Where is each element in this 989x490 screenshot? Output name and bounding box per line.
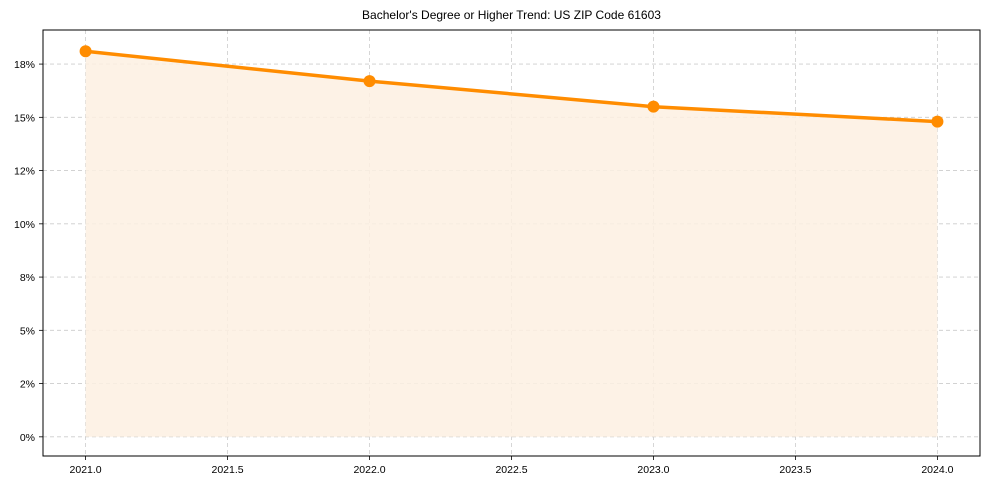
data-points [79, 45, 944, 128]
y-tick-label: 2% [20, 379, 35, 391]
x-tick-label: 2022.5 [495, 464, 527, 476]
y-tick-label: 0% [20, 432, 35, 444]
x-tick-label: 2023.0 [637, 464, 669, 476]
x-axis-ticks: 2021.0 2021.5 2022.0 2022.5 2023.0 2023.5 2024… [70, 456, 954, 476]
data-point-marker [931, 115, 944, 128]
x-tick-label: 2023.5 [779, 464, 811, 476]
x-tick-label: 2021.5 [211, 464, 243, 476]
x-tick-label: 2021.0 [70, 464, 102, 476]
y-axis-ticks: 0% 2% 5% 8% 10% 12% 15% 18% [14, 59, 43, 444]
area-fill [85, 51, 938, 437]
y-tick-label: 10% [14, 219, 35, 231]
y-tick-label: 5% [20, 325, 35, 337]
x-tick-label: 2024.0 [921, 464, 953, 476]
y-tick-label: 18% [14, 59, 35, 71]
y-tick-label: 12% [14, 166, 35, 178]
data-line [85, 49, 938, 124]
chart-title: Bachelor's Degree or Higher Trend: US ZI… [362, 8, 661, 22]
y-tick-label: 8% [20, 272, 35, 284]
x-tick-label: 2022.0 [353, 464, 385, 476]
data-point-marker [647, 100, 660, 113]
y-tick-label: 15% [14, 112, 35, 124]
data-point-marker [79, 45, 92, 58]
data-point-marker [363, 75, 376, 88]
